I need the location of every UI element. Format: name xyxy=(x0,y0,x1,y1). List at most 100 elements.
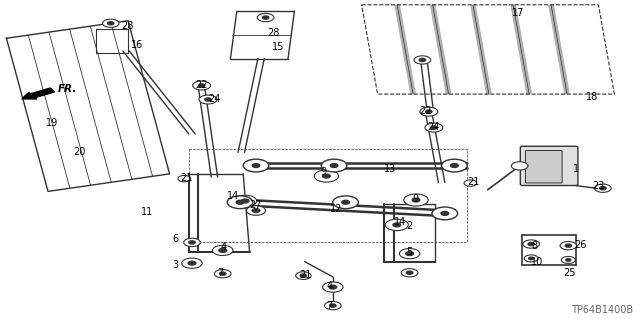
Text: 17: 17 xyxy=(512,8,524,18)
Text: 9: 9 xyxy=(320,167,326,177)
Text: 7: 7 xyxy=(218,268,224,278)
Circle shape xyxy=(241,199,249,203)
Text: 10: 10 xyxy=(531,256,543,267)
Circle shape xyxy=(314,170,339,182)
Text: 26: 26 xyxy=(575,240,587,250)
Circle shape xyxy=(401,269,418,277)
Circle shape xyxy=(198,84,205,87)
Text: 3: 3 xyxy=(173,260,179,270)
Text: 14: 14 xyxy=(394,217,406,227)
Text: 12: 12 xyxy=(330,204,342,214)
Text: 16: 16 xyxy=(131,40,143,50)
Circle shape xyxy=(600,187,606,190)
Circle shape xyxy=(296,272,311,279)
Circle shape xyxy=(199,95,217,104)
Text: 4: 4 xyxy=(221,242,227,252)
Circle shape xyxy=(420,107,438,116)
Text: 21: 21 xyxy=(180,173,193,183)
Circle shape xyxy=(561,256,575,263)
Text: 13: 13 xyxy=(384,164,396,174)
Circle shape xyxy=(205,98,211,101)
Text: 2: 2 xyxy=(406,221,413,232)
Circle shape xyxy=(406,271,413,274)
Circle shape xyxy=(566,259,571,261)
Circle shape xyxy=(243,159,269,172)
Circle shape xyxy=(414,56,431,64)
Text: 27: 27 xyxy=(250,200,262,210)
Circle shape xyxy=(451,164,458,167)
Text: 14: 14 xyxy=(227,191,239,201)
Text: 11: 11 xyxy=(141,207,153,217)
Text: 1: 1 xyxy=(573,164,579,174)
Circle shape xyxy=(342,200,349,204)
Text: 28: 28 xyxy=(122,20,134,31)
Text: 28: 28 xyxy=(268,28,280,39)
Circle shape xyxy=(300,274,307,277)
Circle shape xyxy=(441,211,449,215)
Text: 24: 24 xyxy=(428,122,440,132)
Circle shape xyxy=(220,272,226,275)
Circle shape xyxy=(404,194,428,206)
Circle shape xyxy=(214,270,231,278)
Circle shape xyxy=(252,209,260,212)
Circle shape xyxy=(323,174,330,178)
Circle shape xyxy=(246,206,266,215)
Circle shape xyxy=(560,241,577,250)
Text: 5: 5 xyxy=(406,247,413,257)
Circle shape xyxy=(406,252,413,256)
Text: 18: 18 xyxy=(586,92,598,102)
Circle shape xyxy=(419,58,426,62)
Circle shape xyxy=(236,200,244,204)
Circle shape xyxy=(523,240,540,248)
FancyBboxPatch shape xyxy=(525,151,562,183)
Circle shape xyxy=(184,238,200,247)
Circle shape xyxy=(252,164,260,167)
Circle shape xyxy=(330,164,338,167)
Circle shape xyxy=(399,249,420,259)
Text: 4: 4 xyxy=(326,280,333,291)
Circle shape xyxy=(212,245,233,256)
Circle shape xyxy=(565,244,572,247)
Circle shape xyxy=(511,162,528,170)
FancyArrow shape xyxy=(22,88,55,99)
Circle shape xyxy=(528,242,534,246)
Circle shape xyxy=(182,258,202,268)
Text: 21: 21 xyxy=(467,177,479,188)
Text: 20: 20 xyxy=(74,147,86,158)
Circle shape xyxy=(431,126,437,129)
Text: 15: 15 xyxy=(272,42,284,52)
Text: 8: 8 xyxy=(531,241,538,251)
Circle shape xyxy=(102,19,119,27)
Circle shape xyxy=(189,241,195,244)
Circle shape xyxy=(323,282,343,292)
Circle shape xyxy=(108,22,114,25)
Circle shape xyxy=(393,223,401,227)
Text: 22: 22 xyxy=(419,106,432,116)
Circle shape xyxy=(524,255,538,262)
Circle shape xyxy=(178,175,191,182)
Circle shape xyxy=(385,219,408,231)
Circle shape xyxy=(262,16,269,19)
Circle shape xyxy=(321,159,347,172)
Text: 7: 7 xyxy=(326,301,333,311)
FancyBboxPatch shape xyxy=(520,146,578,186)
Text: 19: 19 xyxy=(46,118,58,128)
Circle shape xyxy=(595,184,611,192)
Circle shape xyxy=(432,207,458,220)
Circle shape xyxy=(442,159,467,172)
Circle shape xyxy=(333,196,358,209)
Circle shape xyxy=(324,301,341,310)
Circle shape xyxy=(227,196,253,209)
Text: 9: 9 xyxy=(413,194,419,204)
Circle shape xyxy=(529,257,534,260)
Circle shape xyxy=(188,261,196,265)
Text: 22: 22 xyxy=(195,79,208,90)
Circle shape xyxy=(193,81,211,90)
Text: 25: 25 xyxy=(563,268,576,278)
Circle shape xyxy=(426,110,432,113)
Circle shape xyxy=(257,13,274,22)
Text: TP64B1400B: TP64B1400B xyxy=(572,305,634,315)
Text: FR.: FR. xyxy=(58,84,77,94)
Circle shape xyxy=(425,123,443,132)
Text: 23: 23 xyxy=(592,181,604,191)
